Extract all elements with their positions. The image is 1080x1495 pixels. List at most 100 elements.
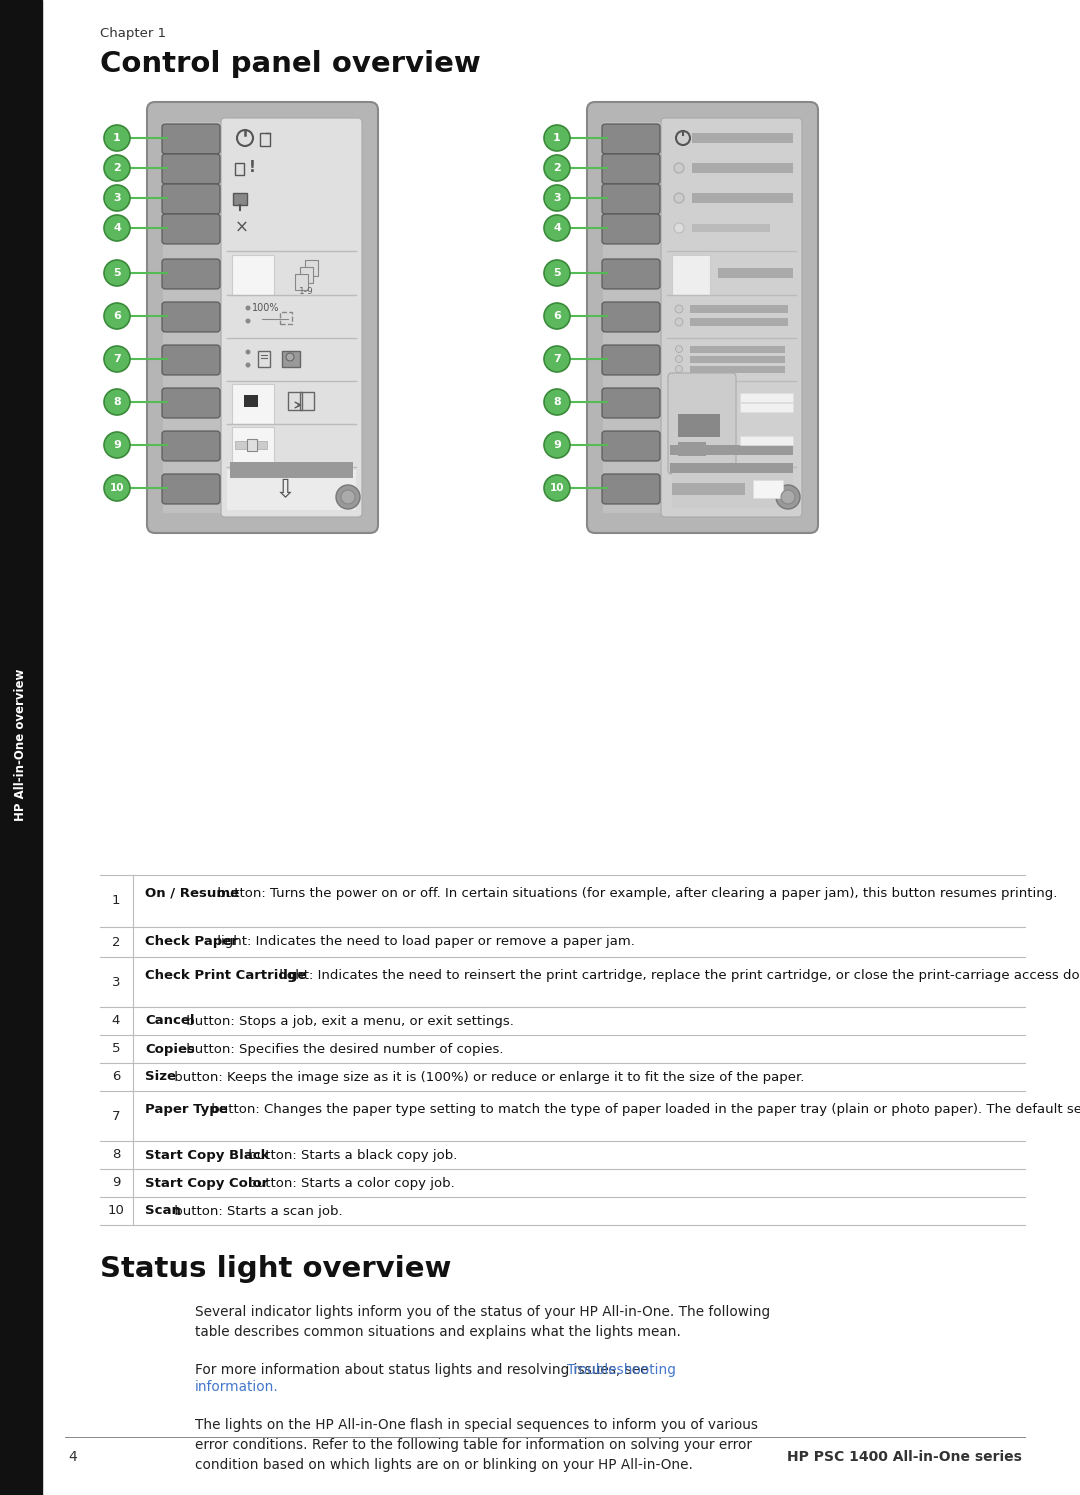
- Bar: [227, 469, 356, 510]
- FancyBboxPatch shape: [669, 372, 735, 474]
- Bar: [230, 462, 353, 478]
- Bar: [690, 318, 788, 326]
- Circle shape: [675, 365, 683, 372]
- Bar: [740, 437, 793, 446]
- Circle shape: [245, 350, 251, 354]
- Text: 6: 6: [553, 311, 561, 321]
- Bar: [740, 404, 793, 413]
- Text: 10: 10: [110, 483, 124, 493]
- Circle shape: [675, 345, 683, 353]
- Text: button: Keeps the image size as it is (100%) or reduce or enlarge it to fit the : button: Keeps the image size as it is (1…: [170, 1070, 805, 1084]
- Circle shape: [544, 432, 570, 457]
- Circle shape: [781, 490, 795, 504]
- Circle shape: [286, 353, 294, 360]
- Circle shape: [104, 432, 130, 457]
- Bar: [247, 440, 257, 451]
- Circle shape: [674, 193, 684, 203]
- Bar: [232, 384, 274, 425]
- Bar: [718, 268, 793, 278]
- Text: 5: 5: [111, 1042, 120, 1055]
- Text: Paper Type: Paper Type: [145, 1103, 228, 1115]
- FancyBboxPatch shape: [305, 260, 318, 277]
- Text: HP PSC 1400 All-in-One series: HP PSC 1400 All-in-One series: [787, 1450, 1022, 1464]
- Text: 10: 10: [108, 1205, 124, 1217]
- Text: 4: 4: [113, 223, 121, 233]
- Bar: [690, 345, 785, 353]
- FancyBboxPatch shape: [233, 193, 247, 205]
- Bar: [235, 441, 267, 448]
- FancyBboxPatch shape: [162, 214, 220, 244]
- FancyBboxPatch shape: [162, 474, 220, 504]
- Text: 7: 7: [113, 354, 121, 363]
- Text: light: Indicates the need to reinsert the print cartridge, replace the print car: light: Indicates the need to reinsert th…: [275, 969, 1080, 982]
- Circle shape: [675, 356, 683, 362]
- FancyBboxPatch shape: [147, 102, 378, 534]
- FancyBboxPatch shape: [602, 389, 660, 419]
- FancyBboxPatch shape: [602, 302, 660, 332]
- Text: Troubleshooting: Troubleshooting: [567, 1363, 676, 1377]
- Text: 7: 7: [111, 1109, 120, 1123]
- Text: 8: 8: [553, 398, 561, 407]
- Circle shape: [104, 475, 130, 501]
- Circle shape: [104, 260, 130, 286]
- Text: 100%: 100%: [252, 303, 280, 312]
- Circle shape: [104, 303, 130, 329]
- FancyBboxPatch shape: [162, 431, 220, 460]
- Text: 7: 7: [553, 354, 561, 363]
- Text: 6: 6: [112, 1070, 120, 1084]
- Text: 4: 4: [112, 1015, 120, 1027]
- FancyBboxPatch shape: [162, 389, 220, 419]
- Text: Start Copy Black: Start Copy Black: [145, 1148, 270, 1162]
- Text: ×: ×: [235, 218, 248, 238]
- Bar: [603, 123, 661, 513]
- Text: Chapter 1: Chapter 1: [100, 27, 166, 40]
- FancyBboxPatch shape: [588, 102, 818, 534]
- FancyBboxPatch shape: [295, 274, 308, 290]
- Bar: [690, 356, 785, 362]
- Circle shape: [245, 305, 251, 311]
- Text: button: Changes the paper type setting to match the type of paper loaded in the : button: Changes the paper type setting t…: [207, 1103, 1080, 1115]
- Bar: [0, 0, 42, 1495]
- FancyBboxPatch shape: [602, 124, 660, 154]
- Bar: [692, 224, 770, 232]
- Bar: [280, 312, 292, 324]
- Bar: [672, 472, 793, 508]
- Circle shape: [104, 389, 130, 416]
- Bar: [753, 480, 783, 498]
- Circle shape: [544, 303, 570, 329]
- Bar: [670, 463, 793, 472]
- Text: Cancel: Cancel: [145, 1015, 194, 1027]
- Bar: [678, 414, 720, 438]
- Circle shape: [544, 260, 570, 286]
- Circle shape: [245, 362, 251, 368]
- Text: 1: 1: [553, 133, 561, 144]
- Text: 5: 5: [113, 268, 121, 278]
- Text: button: Starts a black copy job.: button: Starts a black copy job.: [244, 1148, 458, 1162]
- Text: 1: 1: [113, 133, 121, 144]
- Circle shape: [104, 126, 130, 151]
- Bar: [232, 428, 274, 466]
- Text: 8: 8: [113, 398, 121, 407]
- Text: light: Indicates the need to load paper or remove a paper jam.: light: Indicates the need to load paper …: [213, 936, 635, 948]
- Circle shape: [674, 223, 684, 233]
- Text: 9: 9: [112, 1177, 120, 1190]
- FancyBboxPatch shape: [162, 124, 220, 154]
- Circle shape: [104, 185, 130, 211]
- Text: The lights on the HP All-in-One flash in special sequences to inform you of vari: The lights on the HP All-in-One flash in…: [195, 1417, 758, 1473]
- Bar: [692, 163, 793, 173]
- FancyBboxPatch shape: [602, 214, 660, 244]
- FancyBboxPatch shape: [602, 474, 660, 504]
- Circle shape: [675, 318, 683, 326]
- Circle shape: [544, 345, 570, 372]
- Text: 3: 3: [553, 193, 561, 203]
- Text: button: Starts a scan job.: button: Starts a scan job.: [170, 1205, 342, 1217]
- Text: 9: 9: [113, 440, 121, 450]
- Text: 4: 4: [553, 223, 561, 233]
- Circle shape: [544, 185, 570, 211]
- Text: button: Specifies the desired number of copies.: button: Specifies the desired number of …: [183, 1042, 503, 1055]
- Bar: [692, 193, 793, 203]
- Bar: [670, 446, 793, 454]
- Circle shape: [544, 475, 570, 501]
- Text: 1-9: 1-9: [299, 287, 313, 296]
- Text: On / Resume: On / Resume: [145, 887, 239, 900]
